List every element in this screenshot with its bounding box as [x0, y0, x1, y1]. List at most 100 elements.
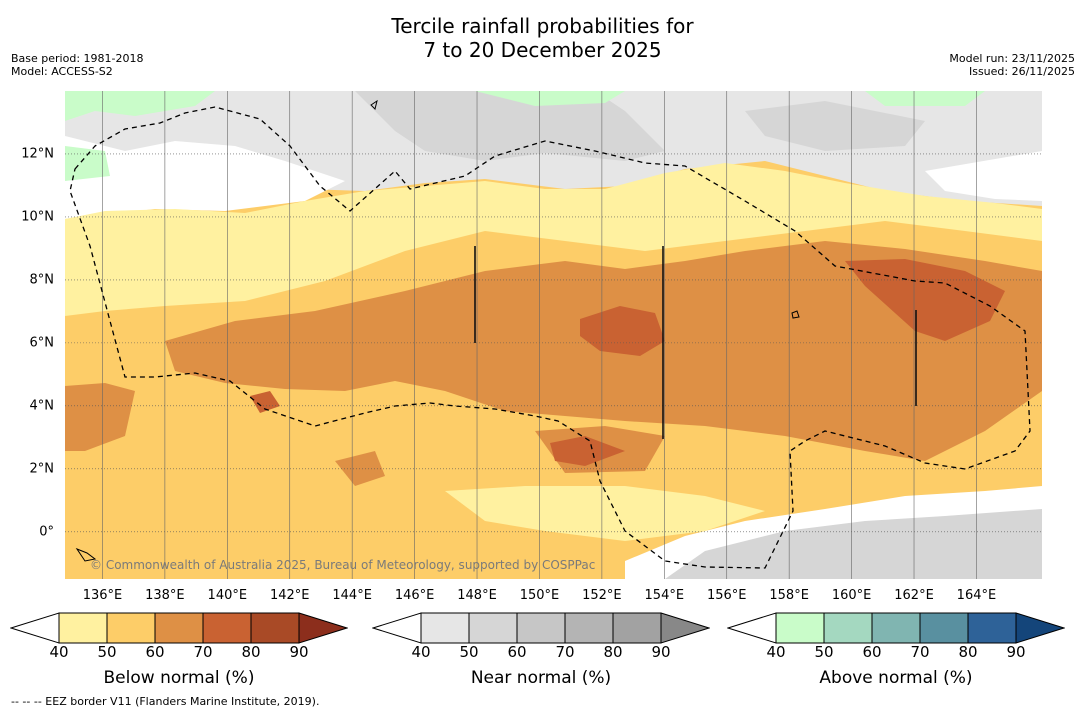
longitude-label: 142°E: [269, 588, 310, 603]
colorbar-tick-label: 80: [958, 643, 978, 661]
title-line-1: Tercile rainfall probabilities for: [391, 14, 694, 38]
island-outline: [791, 310, 800, 319]
no-signal-region: [65, 136, 345, 219]
colorbar-tick-label: 60: [145, 643, 165, 661]
colorbar-title: Above normal (%): [819, 668, 973, 688]
colorbar-segment: [775, 612, 825, 644]
colorbar-tick-label: 50: [459, 643, 479, 661]
colorbar-segment: [823, 612, 873, 644]
colorbar-under-triangle: [10, 612, 60, 644]
below-normal-70-region: [580, 306, 665, 356]
colorbar-segment: [154, 612, 204, 644]
below-normal-60-region: [65, 383, 135, 451]
issued-date: Issued: 26/11/2025: [968, 65, 1075, 78]
longitude-label: 140°E: [207, 588, 248, 603]
below-normal-40-region: [65, 163, 1042, 316]
colorbar-tick-label: 40: [766, 643, 786, 661]
no-signal-region: [925, 151, 1042, 201]
colorbar-tick-label: 70: [193, 643, 213, 661]
below-normal-70-region: [550, 436, 625, 466]
longitude-label: 164°E: [956, 588, 997, 603]
probability-map: [65, 91, 1042, 579]
colorbar-tick-label: 80: [241, 643, 261, 661]
island-outline: [370, 99, 378, 110]
colorbar: [372, 612, 710, 644]
colorbar-tick-label: 90: [651, 643, 671, 661]
colorbar-segment: [468, 612, 518, 644]
latitude-label: 0°: [39, 524, 54, 540]
colorbar-over-triangle: [298, 612, 348, 644]
colorbar: [10, 612, 348, 644]
longitude-label: 156°E: [706, 588, 747, 603]
colorbar-segment: [919, 612, 969, 644]
island-outline: [75, 547, 97, 562]
below-normal-60-region: [335, 451, 385, 486]
colorbar-segment: [871, 612, 921, 644]
latitude-label: 6°N: [29, 335, 55, 351]
colorbar-tick-label: 80: [603, 643, 623, 661]
colorbar-segment: [564, 612, 614, 644]
colorbar-tick-label: 40: [49, 643, 69, 661]
colorbar-over-triangle: [1015, 612, 1065, 644]
islands: [75, 99, 800, 562]
above-normal-region: [475, 91, 625, 106]
below-normal-40-region: [445, 486, 765, 541]
latitude-label: 12°N: [21, 146, 54, 162]
colorbar-tick-label: 70: [555, 643, 575, 661]
longitude-label: 160°E: [831, 588, 872, 603]
longitude-label: 138°E: [145, 588, 185, 603]
colorbar-tick-label: 60: [862, 643, 882, 661]
colorbar-under-triangle: [372, 612, 422, 644]
colorbar: [727, 612, 1065, 644]
colorbar-segment: [420, 612, 470, 644]
longitude-label: 152°E: [582, 588, 622, 603]
colorbar-tick-label: 50: [97, 643, 117, 661]
base-period: Base period: 1981-2018: [11, 52, 144, 65]
colorbar-tick-label: 50: [814, 643, 834, 661]
colorbar-tick-label: 60: [507, 643, 527, 661]
colorbar-segment: [106, 612, 156, 644]
near-normal-region-dark: [355, 91, 665, 161]
below-normal-70-region: [845, 259, 1005, 341]
eez-legend-note: -- -- -- EEZ border V11 (Flanders Marine…: [11, 695, 320, 708]
longitude-label: 162°E: [894, 588, 934, 603]
colorbar-tick-label: 40: [411, 643, 431, 661]
longitude-label: 154°E: [644, 588, 685, 603]
longitude-label: 136°E: [82, 588, 123, 603]
colorbar-segment: [58, 612, 108, 644]
above-normal-region: [865, 91, 985, 106]
longitude-label: 146°E: [394, 588, 435, 603]
colorbar-title: Near normal (%): [470, 668, 612, 688]
contour-lines: [474, 246, 917, 439]
longitude-label: 158°E: [769, 588, 809, 603]
colorbar-segment: [967, 612, 1017, 644]
colorbar-over-triangle: [660, 612, 710, 644]
above-normal-region: [65, 146, 110, 181]
colorbar-segment: [516, 612, 566, 644]
colorbar-segment: [202, 612, 252, 644]
latitude-label: 4°N: [29, 398, 55, 414]
model-run: Model run: 23/11/2025: [949, 52, 1075, 65]
longitude-label: 144°E: [332, 588, 372, 603]
colorbar-title: Below normal (%): [103, 668, 255, 688]
below-normal-70-region: [250, 391, 280, 413]
near-normal-region-dark: [745, 101, 925, 151]
colorbar-tick-label: 90: [1006, 643, 1026, 661]
colorbar-tick-label: 90: [289, 643, 309, 661]
copyright-notice: © Commonwealth of Australia 2025, Bureau…: [90, 558, 596, 572]
colorbar-segment: [250, 612, 300, 644]
colorbar-segment: [612, 612, 662, 644]
probability-field: [65, 91, 1042, 579]
longitude-label: 148°E: [457, 588, 497, 603]
eez-border-line: [69, 106, 1031, 569]
colorbar-under-triangle: [727, 612, 777, 644]
model-info: Base period: 1981-2018 Model: ACCESS-S2: [11, 52, 143, 78]
latitude-label: 10°N: [21, 209, 54, 225]
colorbar-tick-label: 70: [910, 643, 930, 661]
latitude-label: 2°N: [29, 461, 55, 477]
model-name: Model: ACCESS-S2: [11, 65, 113, 78]
title-line-2: 7 to 20 December 2025: [423, 38, 662, 62]
graticule: [65, 91, 1042, 579]
longitude-label: 150°E: [519, 588, 560, 603]
near-normal-region: [665, 509, 1042, 579]
